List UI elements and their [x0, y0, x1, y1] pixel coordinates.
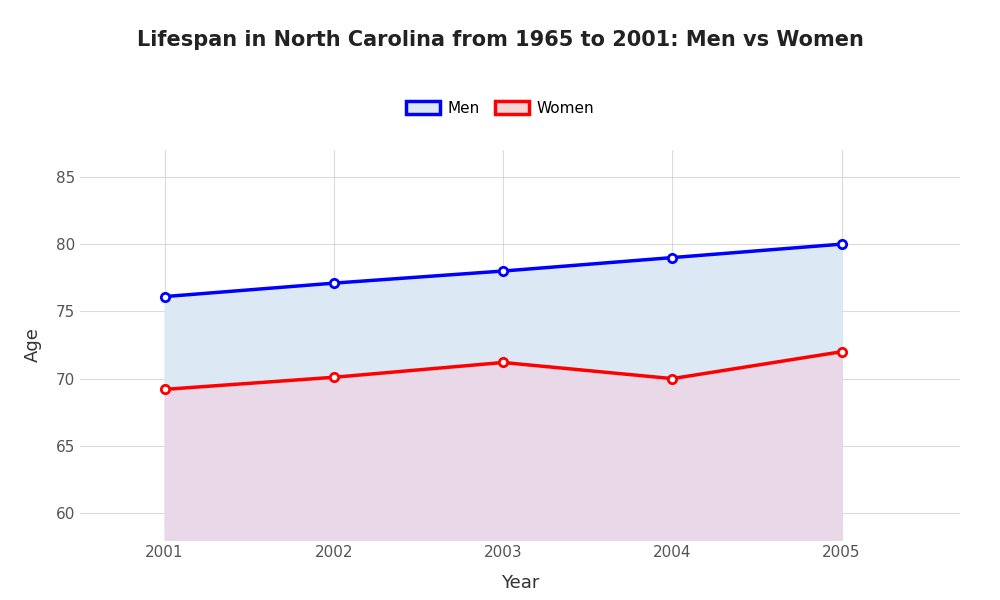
- Y-axis label: Age: Age: [24, 328, 42, 362]
- X-axis label: Year: Year: [501, 574, 539, 592]
- Text: Lifespan in North Carolina from 1965 to 2001: Men vs Women: Lifespan in North Carolina from 1965 to …: [137, 30, 863, 50]
- Legend: Men, Women: Men, Women: [400, 95, 600, 122]
